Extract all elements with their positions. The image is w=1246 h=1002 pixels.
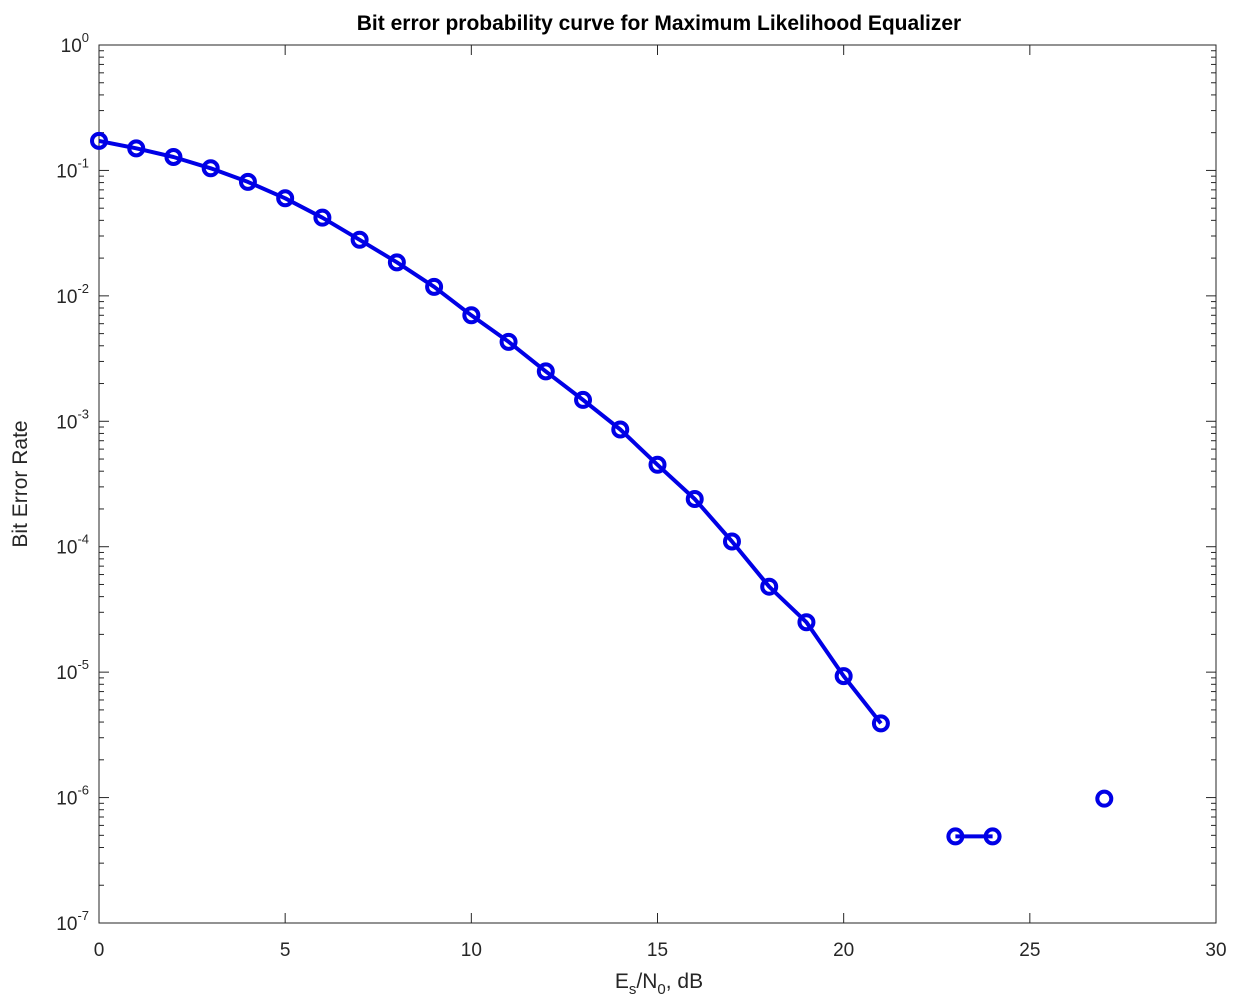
y-tick-label: 10-2 [56,281,89,308]
data-point-marker [164,147,183,166]
x-axis-label: Es/N0, dB [615,970,703,998]
data-point-marker [350,230,369,249]
y-tick-label: 10-3 [56,406,89,433]
x-tick-label: 5 [280,940,291,961]
data-point-marker [611,420,630,439]
plot-area-frame [98,44,1217,924]
x-tick-label: 25 [1019,940,1040,961]
x-tick-label: 0 [94,940,105,961]
y-tick-label: 100 [61,30,89,57]
data-point-marker [425,277,444,296]
data-point-marker [499,332,518,351]
data-point-marker [946,827,965,846]
data-point-marker [834,667,853,686]
data-point-marker [722,532,741,551]
data-point-marker [127,139,146,158]
data-point-marker [1095,789,1114,808]
series-layer [90,131,1114,846]
y-tick-label: 10-7 [56,908,89,935]
x-tick-label: 30 [1205,940,1226,961]
data-point-marker [313,208,332,227]
y-axis-ticks: 100 10-1 10-2 10-3 10-4 10-5 10-6 10-7 [56,30,1216,935]
data-point-marker [685,490,704,509]
data-point-marker [90,131,108,150]
series-line [98,138,883,725]
data-point-marker [536,362,555,381]
chart-title: Bit error probability curve for Maximum … [357,12,961,35]
data-point-marker [462,306,481,325]
x-axis-ticks: 0 5 10 15 20 25 30 [94,45,1227,961]
data-point-marker [238,172,257,191]
data-point-marker [276,189,295,208]
data-point-marker [201,159,220,178]
data-point-marker [983,827,1002,846]
y-tick-label: 10-4 [56,532,89,559]
data-point-marker [871,714,890,733]
data-point-marker [760,577,779,596]
y-tick-label: 10-6 [56,783,89,810]
y-axis-label: Bit Error Rate [9,420,32,547]
y-tick-label: 10-1 [56,155,89,182]
data-point-marker [797,613,816,632]
x-tick-label: 10 [461,940,482,961]
data-point-marker [574,390,593,409]
x-tick-label: 20 [833,940,854,961]
y-tick-label: 10-5 [56,657,89,684]
data-point-marker [387,253,406,272]
x-tick-label: 15 [647,940,668,961]
data-point-marker [648,455,667,474]
